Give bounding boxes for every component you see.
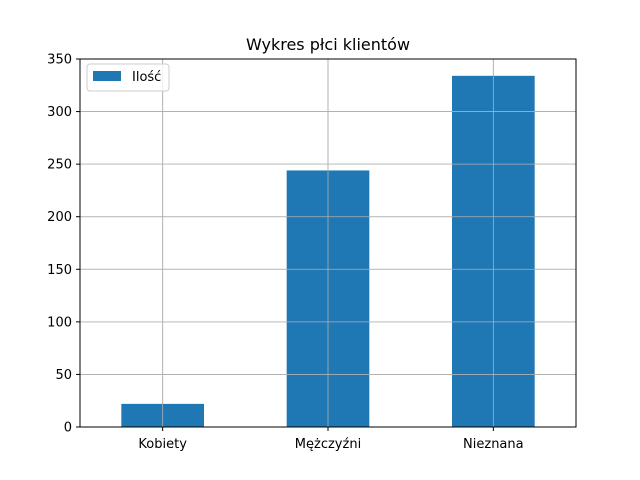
legend: Ilość (86, 63, 170, 92)
axes: 0 50 100 150 200 250 300 350 Kobiety Mężczyźni Nie… (47, 53, 577, 452)
y-tick-label-4: 200 (47, 210, 72, 225)
legend-swatch (93, 71, 121, 81)
x-tick-label-0: Kobiety (138, 437, 187, 452)
y-tick-label-1: 50 (55, 368, 72, 383)
legend-box (86, 63, 170, 92)
chart-title: Wykres płci klientów (246, 35, 410, 54)
x-tick-label-1: Mężczyźni (295, 437, 361, 452)
x-tick-label-2: Nieznana (463, 437, 524, 452)
y-tick-label-3: 150 (47, 263, 72, 278)
bars (80, 58, 576, 428)
y-tick-label-0: 0 (64, 421, 72, 436)
y-tick-label-2: 100 (47, 315, 72, 330)
y-tick-label-6: 300 (47, 105, 72, 120)
y-tick-label-5: 250 (47, 158, 72, 173)
y-tick-label-7: 350 (47, 53, 72, 68)
legend-label: Ilość (132, 70, 161, 85)
